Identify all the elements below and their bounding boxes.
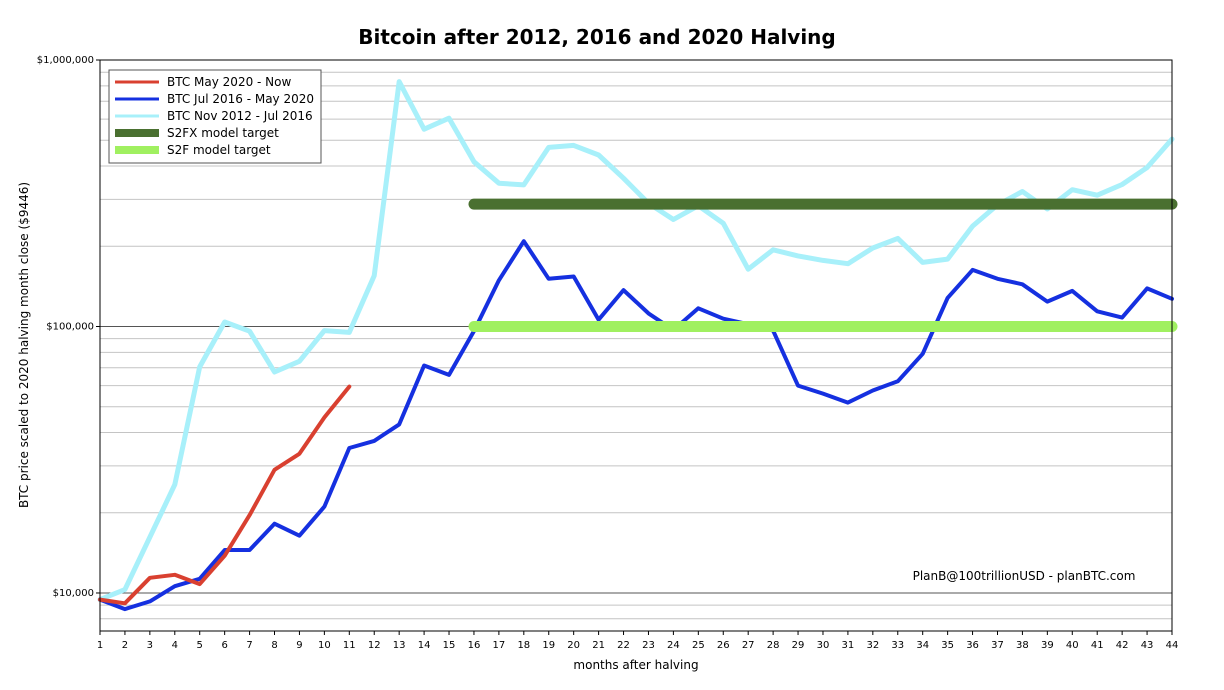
x-tick-label: 36 [966,640,979,651]
x-tick-label: 32 [866,640,879,651]
x-tick-label: 2 [122,640,128,651]
y-tick-label: $10,000 [53,588,94,599]
plot-frame [99,59,1173,632]
x-tick-label: 44 [1166,640,1179,651]
x-tick-label: 22 [617,640,630,651]
legend-label: BTC Nov 2012 - Jul 2016 [167,109,313,123]
x-tick-label: 19 [542,640,555,651]
x-tick-label: 9 [296,640,302,651]
x-tick-label: 3 [147,640,153,651]
x-tick-label: 40 [1066,640,1079,651]
x-tick-label: 10 [318,640,331,651]
x-tick-label: 25 [692,640,705,651]
x-tick-label: 37 [991,640,1004,651]
x-tick-label: 43 [1141,640,1154,651]
legend: BTC May 2020 - Now BTC Jul 2016 - May 202… [108,69,322,164]
legend-label: S2FX model target [167,126,279,140]
x-tick-label: 17 [493,640,506,651]
x-tick-label: 42 [1116,640,1129,651]
x-axis-label: months after halving [573,658,698,672]
x-tick-label: 6 [221,640,227,651]
x-tick-label: 18 [517,640,530,651]
x-tick-label: 24 [667,640,680,651]
x-tick-label: 8 [271,640,277,651]
series-lines [97,79,1178,612]
x-tick-label: 41 [1091,640,1104,651]
y-axis: $10,000 $100,000 $1,000,000 [37,55,100,599]
x-tick-label: 30 [817,640,830,651]
x-tick-label: 21 [592,640,605,651]
y-tick-label: $100,000 [46,321,94,332]
legend-label: BTC Jul 2016 - May 2020 [167,92,314,106]
x-tick-label: 26 [717,640,730,651]
x-tick-label: 12 [368,640,381,651]
x-tick-label: 35 [941,640,954,651]
x-tick-label: 16 [468,640,481,651]
y-axis-label: BTC price scaled to 2020 halving month c… [17,182,31,508]
legend-label: BTC May 2020 - Now [167,75,291,89]
x-tick-label: 34 [916,640,929,651]
x-tick-label: 39 [1041,640,1054,651]
x-tick-label: 1 [97,640,103,651]
x-tick-label: 14 [418,640,431,651]
series-line-btc-may-2020-now [98,384,352,606]
y-tick-label: $1,000,000 [37,55,94,66]
x-tick-label: 20 [567,640,580,651]
x-tick-label: 38 [1016,640,1029,651]
chart-title: Bitcoin after 2012, 2016 and 2020 Halvin… [358,25,836,49]
x-tick-label: 4 [172,640,178,651]
series-line-btc-jul-2016-may-2020 [98,239,1174,612]
x-tick-label: 7 [246,640,252,651]
x-tick-label: 5 [197,640,203,651]
watermark-text: PlanB@100trillionUSD - planBTC.com [913,569,1136,583]
x-tick-label: 15 [443,640,456,651]
x-tick-label: 29 [792,640,805,651]
legend-label: S2F model target [167,143,271,157]
x-tick-label: 27 [742,640,755,651]
x-tick-label: 31 [842,640,855,651]
x-tick-label: 33 [891,640,904,651]
x-tick-label: 13 [393,640,406,651]
x-tick-label: 28 [767,640,780,651]
x-axis: 1 2 3 4 5 6 7 8 9 10 11 12 13 14 15 16 17 18 19 20 21 22 23 24 2… [97,631,1179,651]
x-tick-label: 23 [642,640,655,651]
x-tick-label: 11 [343,640,356,651]
